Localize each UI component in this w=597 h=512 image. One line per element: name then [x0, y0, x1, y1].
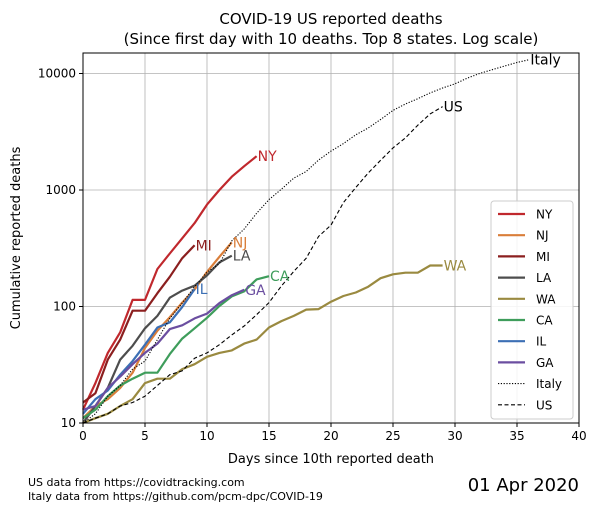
end-label-italy: Italy [530, 53, 560, 69]
end-label-wa: WA [444, 258, 467, 274]
x-tick-label: 35 [509, 429, 524, 443]
x-tick-label: 20 [323, 429, 338, 443]
legend-label-ca: CA [536, 314, 553, 328]
end-label-ny: NY [258, 149, 277, 165]
italy-source-note: Italy data from https://github.com/pcm-d… [28, 490, 323, 503]
legend-label-il: IL [536, 335, 547, 349]
legend-label-ga: GA [536, 356, 554, 370]
series-line-nj [82, 241, 233, 419]
date-label: 01 Apr 2020 [467, 475, 579, 496]
x-tick-label: 5 [141, 429, 149, 443]
chart-title-line2: (Since first day with 10 deaths. Top 8 s… [124, 30, 539, 48]
legend-label-italy: Italy [536, 377, 562, 391]
end-label-nj: NJ [233, 235, 248, 251]
y-tick-label: 100 [53, 300, 76, 314]
legend-label-la: LA [536, 271, 552, 285]
series-line-us [82, 106, 443, 424]
series-line-mi [82, 244, 196, 404]
x-tick-label: 0 [79, 429, 87, 443]
us-source-note: US data from https://covidtracking.com [28, 476, 245, 489]
end-label-mi: MI [196, 238, 212, 254]
x-axis-label: Days since 10th reported death [228, 452, 434, 467]
legend-label-us: US [536, 398, 552, 412]
legend-label-mi: MI [536, 250, 550, 264]
end-label-la: LA [233, 249, 251, 265]
series-line-ny [82, 155, 258, 411]
y-tick-label: 10000 [38, 67, 76, 81]
x-tick-label: 25 [385, 429, 400, 443]
end-label-ca: CA [270, 269, 290, 285]
y-tick-label: 1000 [45, 183, 76, 197]
end-label-il: IL [196, 282, 208, 298]
x-tick-label: 30 [447, 429, 462, 443]
x-tick-label: 10 [199, 429, 214, 443]
legend-label-wa: WA [536, 292, 556, 306]
plot-area: NY NJ MI LA WA CA IL GA Italy US 0 5 10 15 20 25 30 35 40 1… [38, 52, 587, 443]
legend-label-ny: NY [536, 208, 553, 222]
chart-title-line1: COVID-19 US reported deaths [219, 10, 442, 28]
series-line-il [82, 288, 196, 415]
series-line-ga [82, 288, 245, 411]
series-line-wa [82, 264, 443, 425]
legend-label-nj: NJ [536, 229, 549, 243]
x-tick-label: 40 [571, 429, 586, 443]
y-tick-label: 10 [61, 416, 76, 430]
end-label-us: US [444, 100, 463, 116]
end-label-ga: GA [245, 283, 266, 299]
x-tick-label: 15 [261, 429, 276, 443]
y-axis-label: Cumulative reported deaths [9, 146, 24, 329]
